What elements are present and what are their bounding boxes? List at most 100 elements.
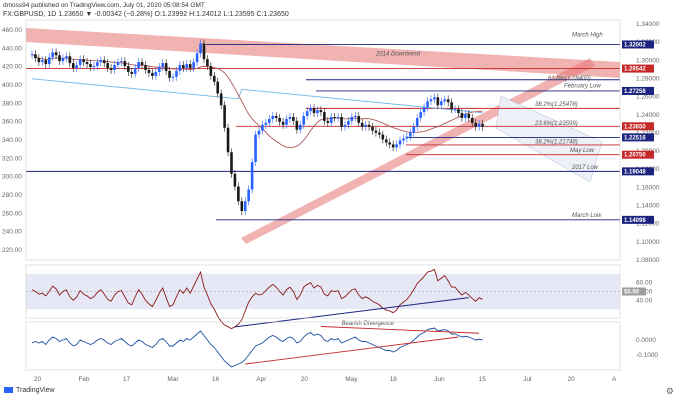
rsi-pane bbox=[26, 268, 620, 330]
x-tick-label: Jun bbox=[434, 376, 445, 383]
x-tick-label: 20 bbox=[301, 376, 309, 383]
long-moving-average bbox=[31, 78, 483, 114]
price-badge bbox=[622, 167, 654, 176]
candle-body bbox=[316, 110, 319, 114]
candle-body bbox=[37, 58, 41, 63]
price-badge-label: 1.19048 bbox=[624, 169, 646, 175]
left-tick-label: 320.00 bbox=[2, 155, 22, 162]
chart-annotation: 2017 Low bbox=[571, 165, 599, 171]
candle-body bbox=[157, 67, 161, 72]
x-tick-label: 15 bbox=[479, 376, 487, 383]
candle-body bbox=[288, 116, 292, 119]
candle-body bbox=[34, 54, 37, 59]
candle-body bbox=[422, 107, 426, 113]
x-tick-label: Mar bbox=[167, 376, 179, 383]
candle-body bbox=[309, 108, 312, 112]
candle-body bbox=[281, 121, 285, 125]
candle-body bbox=[47, 57, 51, 65]
candle-body bbox=[164, 63, 168, 71]
rsi-tick-label: 40.00 bbox=[636, 297, 653, 304]
candle-body bbox=[237, 186, 240, 202]
left-tick-label: 220.00 bbox=[2, 247, 22, 254]
left-tick-label: 460.00 bbox=[2, 27, 22, 34]
candle-body bbox=[96, 62, 99, 67]
candle-body bbox=[182, 65, 185, 68]
candle-body bbox=[113, 65, 116, 70]
candle-body bbox=[477, 123, 481, 127]
x-tick-label: 17 bbox=[123, 376, 131, 383]
left-tick-label: 360.00 bbox=[2, 119, 22, 126]
candle-body bbox=[429, 99, 433, 102]
candle-body bbox=[398, 140, 402, 145]
candle-body bbox=[426, 101, 429, 108]
left-tick-label: 440.00 bbox=[2, 45, 22, 52]
candle-body bbox=[243, 201, 247, 212]
price-badge bbox=[622, 64, 654, 73]
candle-body bbox=[65, 56, 68, 59]
candle-body bbox=[302, 116, 306, 125]
candle-body bbox=[223, 105, 226, 128]
candle-body bbox=[130, 71, 134, 74]
x-tick-label: 20 bbox=[34, 376, 42, 383]
candle-body bbox=[178, 65, 182, 71]
candle-body bbox=[357, 116, 361, 123]
left-tick-label: 240.00 bbox=[2, 229, 22, 236]
osc-frame bbox=[25, 321, 621, 371]
candle-body bbox=[298, 124, 302, 130]
candle-body bbox=[102, 60, 106, 64]
candle-body bbox=[340, 116, 343, 127]
price-pane: March High 2014 Downtrend 61.8%(1.28400) Fe… bbox=[26, 28, 620, 244]
candle-body bbox=[292, 116, 295, 121]
candle-body bbox=[405, 136, 409, 139]
candle-body bbox=[464, 114, 467, 118]
candle-body bbox=[240, 201, 244, 212]
candle-body bbox=[364, 124, 367, 127]
gear-icon[interactable]: ⚙ bbox=[665, 386, 674, 396]
candle-body bbox=[147, 69, 151, 73]
x-tick-label: 18 bbox=[390, 376, 398, 383]
right-tick-label: 1.14000 bbox=[636, 203, 660, 210]
price-badge bbox=[622, 133, 654, 142]
candle-body bbox=[415, 117, 419, 127]
candle-body bbox=[333, 116, 336, 118]
candle-body bbox=[474, 122, 477, 127]
candle-body bbox=[371, 126, 374, 131]
price-badge bbox=[622, 40, 654, 49]
right-tick-label: 1.26000 bbox=[636, 94, 660, 101]
candle-body bbox=[195, 53, 199, 63]
candle-body bbox=[378, 132, 381, 135]
candle-body bbox=[319, 110, 323, 113]
candle-body bbox=[402, 138, 405, 141]
price-badge-label: 1.20750 bbox=[624, 153, 646, 159]
divergence-line bbox=[320, 326, 480, 334]
price-badge-label: 1.29542 bbox=[624, 67, 646, 73]
candle-body bbox=[71, 63, 75, 68]
candle-body bbox=[92, 66, 96, 68]
candle-body bbox=[68, 56, 72, 64]
candle-body bbox=[395, 144, 398, 148]
left-tick-label: 340.00 bbox=[2, 137, 22, 144]
candle-body bbox=[329, 116, 333, 123]
candle-body bbox=[133, 68, 137, 74]
price-badge bbox=[622, 122, 654, 131]
chart-annotation: May Low bbox=[570, 148, 595, 154]
left-tick-label: 300.00 bbox=[2, 174, 22, 181]
publisher-line: dmoss94 published on TradingView.com, Ju… bbox=[3, 2, 205, 9]
left-tick-label: 260.00 bbox=[2, 210, 22, 217]
rsi-badge bbox=[622, 287, 646, 296]
moving-average bbox=[31, 53, 483, 149]
candle-body bbox=[89, 64, 92, 68]
candle-body bbox=[192, 62, 195, 68]
candle-body bbox=[381, 134, 385, 140]
candle-body bbox=[151, 72, 154, 76]
candle-body bbox=[127, 66, 130, 72]
price-frame bbox=[25, 19, 621, 261]
chart-annotation: 23.6%(1.23599) bbox=[534, 121, 578, 127]
chart-annotation: 38.2%(1.21748) bbox=[535, 139, 578, 145]
x-tick-label: A bbox=[612, 376, 617, 383]
candle-body bbox=[175, 70, 178, 77]
candle-body bbox=[199, 43, 202, 54]
brand-footer[interactable]: TradingView bbox=[4, 387, 55, 394]
candle-body bbox=[123, 61, 127, 67]
